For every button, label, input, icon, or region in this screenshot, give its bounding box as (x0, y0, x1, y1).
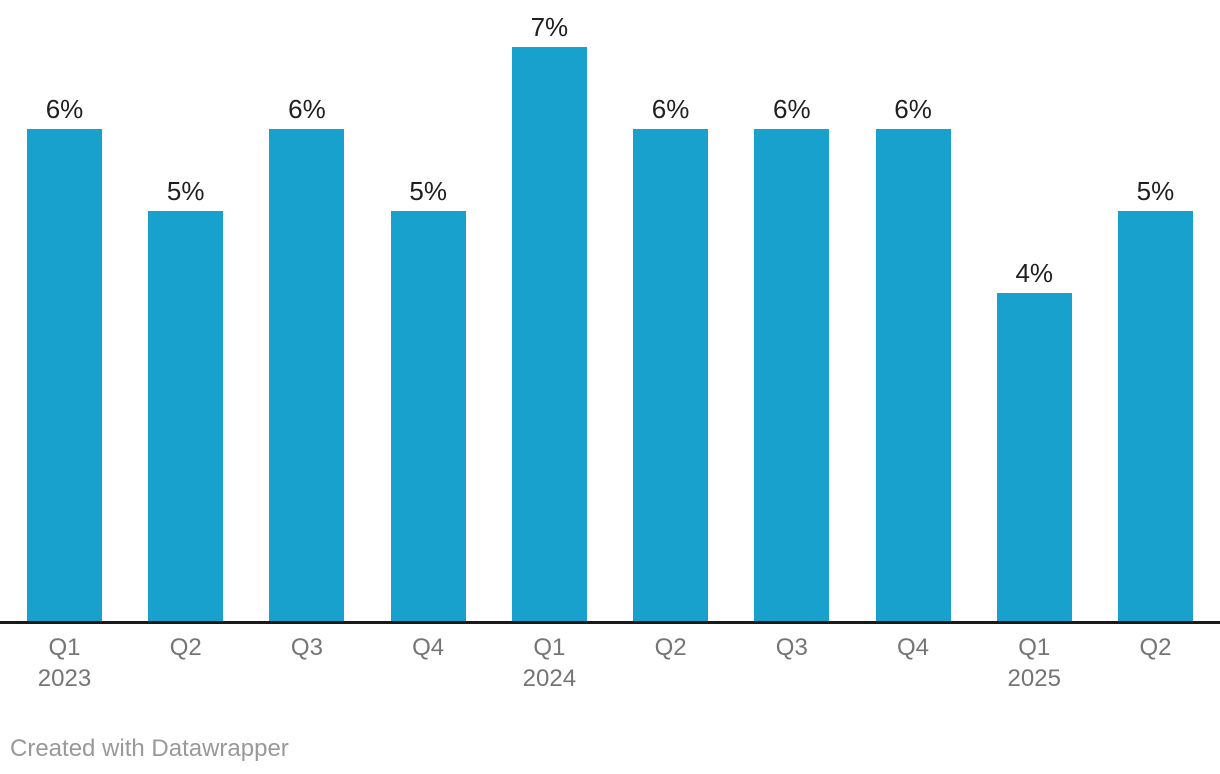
tick-quarter-label: Q4 (897, 634, 930, 661)
bar-group: 6% (754, 0, 830, 622)
bar-group: 4% (996, 0, 1072, 622)
x-tick-label: Q3 (237, 632, 377, 663)
bar (875, 129, 951, 622)
x-axis-baseline (0, 621, 1220, 624)
tick-quarter-label: Q3 (290, 634, 323, 661)
bar (996, 293, 1072, 622)
bar (269, 129, 345, 622)
x-tick-label: Q2 (1085, 632, 1220, 663)
bar-group: 5% (1117, 0, 1193, 622)
bar-value-label: 6% (651, 94, 690, 124)
bar-value-label: 6% (45, 94, 84, 124)
x-tick-label: Q3 (722, 632, 862, 663)
bar-value-label: 7% (530, 12, 569, 42)
bar-value-label: 4% (1015, 258, 1054, 288)
bar-group: 5% (148, 0, 224, 622)
bar-group: 6% (27, 0, 102, 622)
bar (1117, 211, 1193, 622)
tick-quarter-label: Q3 (775, 634, 808, 661)
bar-value-label: 5% (1136, 176, 1175, 206)
bar-value-label: 5% (409, 176, 447, 206)
tick-quarter-label: Q1 (1018, 634, 1051, 661)
x-tick-label: Q2 (601, 632, 741, 663)
bar-value-label: 6% (288, 94, 326, 124)
bar-group: 6% (633, 0, 709, 622)
tick-quarter-label: Q1 (48, 634, 81, 661)
bar-group: 5% (390, 0, 466, 622)
tick-quarter-label: Q2 (654, 634, 687, 661)
bar (511, 47, 587, 622)
tick-quarter-label: Q2 (169, 634, 202, 661)
x-tick-label: Q1 2025 (964, 632, 1104, 694)
x-tick-label: Q2 (116, 632, 256, 663)
x-tick-label: Q4 (358, 632, 498, 663)
tick-year-label: 2024 (522, 665, 577, 692)
tick-quarter-label: Q2 (1139, 634, 1172, 661)
tick-year-label: 2023 (37, 665, 92, 692)
bar (390, 211, 466, 622)
bar-value-label: 5% (166, 176, 205, 206)
x-tick-label: Q4 (843, 632, 983, 663)
bar-group: 7% (511, 0, 587, 622)
bar-group: 6% (875, 0, 951, 622)
bar (148, 211, 224, 622)
bar (27, 129, 102, 622)
bar-value-label: 6% (894, 94, 932, 124)
bar (754, 129, 830, 622)
tick-quarter-label: Q4 (412, 634, 445, 661)
datawrapper-attribution-link[interactable]: Created with Datawrapper (10, 735, 289, 762)
bar-group: 6% (269, 0, 345, 622)
tick-year-label: 2025 (1007, 665, 1061, 692)
bar (633, 129, 709, 622)
x-tick-label: Q1 2024 (479, 632, 619, 694)
x-tick-label: Q1 2023 (0, 632, 135, 694)
bar-value-label: 6% (773, 94, 811, 124)
tick-quarter-label: Q1 (533, 634, 566, 661)
